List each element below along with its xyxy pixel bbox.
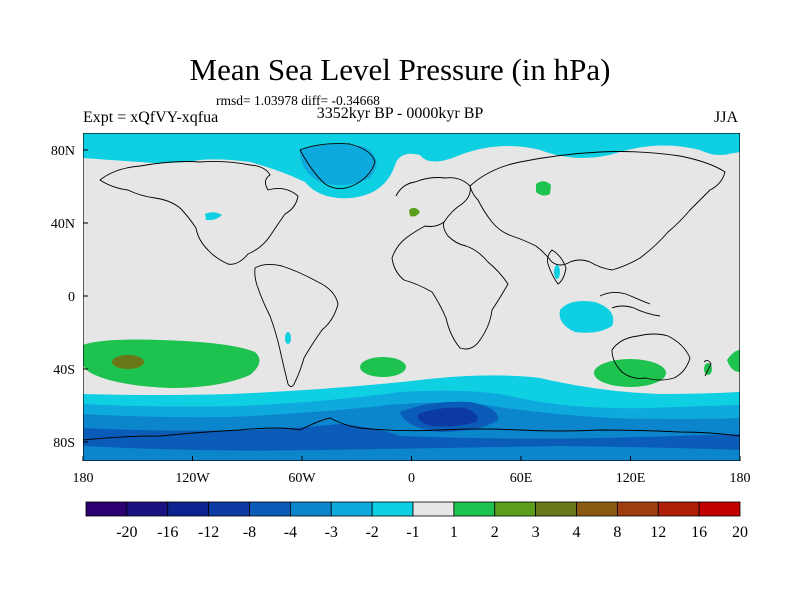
arabian-sea-negative-anomaly [554, 265, 560, 279]
coastline-south-america [254, 263, 339, 387]
colorbar-swatch [494, 501, 537, 517]
coastline-australia [611, 333, 691, 381]
colorbar-swatch [371, 501, 414, 517]
weddell-sea-core [417, 407, 478, 427]
colorbar-swatch [535, 501, 577, 517]
x-tick-label: 60W [288, 471, 316, 486]
anomaly-field [83, 133, 740, 461]
south-pacific-positive-anomaly [83, 339, 260, 388]
colorbar-label: -20 [116, 524, 137, 541]
coastline-north-america [99, 160, 299, 265]
coastline-new-zealand [703, 359, 712, 377]
colorbar: -20 -16 -12 -8 -4 -3 -2 -1 1 2 3 4 8 12 16 20 [85, 501, 748, 541]
season-label: JJA [714, 109, 739, 126]
greenland-negative-anomaly [300, 144, 377, 186]
y-tick-label: 0 [68, 290, 75, 305]
coastline-asia [469, 151, 726, 271]
x-tick-label: 0 [408, 471, 415, 486]
colorbar-swatch [412, 501, 455, 517]
map-title: Mean Sea Level Pressure (in hPa) [189, 52, 611, 87]
coastline-se-asia [599, 291, 661, 317]
indian-ocean-negative-anomaly [559, 301, 614, 333]
colorbar-swatch [616, 501, 659, 517]
colorbar-swatch [453, 501, 496, 517]
colorbar-label: -16 [157, 524, 178, 541]
x-tick-label: 120E [616, 471, 646, 486]
colorbar-swatch [289, 501, 332, 517]
colorbar-label: 20 [732, 524, 748, 541]
colorbar-label: -1 [406, 524, 419, 541]
colorbar-label: 4 [573, 524, 581, 541]
colorbar-label: 12 [650, 524, 666, 541]
southeast-pacific-negative-anomaly [285, 332, 291, 344]
rmsd-diff-stats: rmsd= 1.03978 diff= -0.34668 [216, 93, 380, 108]
colorbar-label: 2 [491, 524, 499, 541]
east-edge-positive-anomaly [727, 350, 740, 372]
period-label: 3352kyr BP - 0000kyr BP [316, 105, 484, 122]
south-atlantic-positive-anomaly [360, 357, 406, 377]
x-tick-label: 60E [510, 471, 533, 486]
north-atlantic-small-anomaly [710, 144, 740, 154]
colorbar-swatch [698, 501, 741, 517]
y-tick-label: 80S [53, 436, 75, 451]
coastlines [83, 143, 740, 441]
colorbar-label: 16 [691, 524, 707, 541]
colorbar-label: -4 [284, 524, 297, 541]
y-tick-label: 40S [53, 363, 75, 378]
north-pacific-small-anomaly [205, 212, 222, 221]
colorbar-swatch [249, 501, 291, 517]
coastline-india [547, 249, 567, 285]
x-tick-label: 180 [73, 471, 94, 486]
colorbar-label: -3 [325, 524, 338, 541]
europe-positive-anomaly [409, 207, 420, 217]
x-tick-label: 120W [175, 471, 210, 486]
colorbar-swatch [126, 501, 169, 517]
colorbar-swatch [208, 501, 250, 517]
colorbar-label: 3 [532, 524, 540, 541]
colorbar-swatch [85, 501, 128, 517]
colorbar-label: -8 [243, 524, 256, 541]
x-tick-label: 180 [730, 471, 751, 486]
arctic-negative-anomaly [83, 133, 740, 199]
experiment-label: Expt = xQfVY-xqfua [83, 109, 219, 126]
colorbar-swatch [330, 501, 373, 517]
australia-positive-anomaly [594, 359, 666, 387]
colorbar-swatch [576, 501, 618, 517]
coastline-greenland [299, 143, 376, 189]
colorbar-label: -2 [365, 524, 378, 541]
colorbar-label: -12 [198, 524, 219, 541]
coastline-antarctica [83, 417, 740, 441]
south-pacific-core [112, 355, 144, 369]
colorbar-label: 8 [613, 524, 621, 541]
y-tick-label: 80N [51, 144, 75, 159]
colorbar-swatch [167, 501, 210, 517]
colorbar-swatch [657, 501, 700, 517]
y-tick-label: 40N [51, 217, 75, 232]
antarctic-light-band [83, 446, 740, 461]
map-axes: 180 120W 60W 0 60E 120E 180 80N 40N 0 40S 80S [51, 144, 751, 486]
colorbar-label: 1 [450, 524, 458, 541]
central-asia-positive-anomaly [536, 181, 551, 196]
